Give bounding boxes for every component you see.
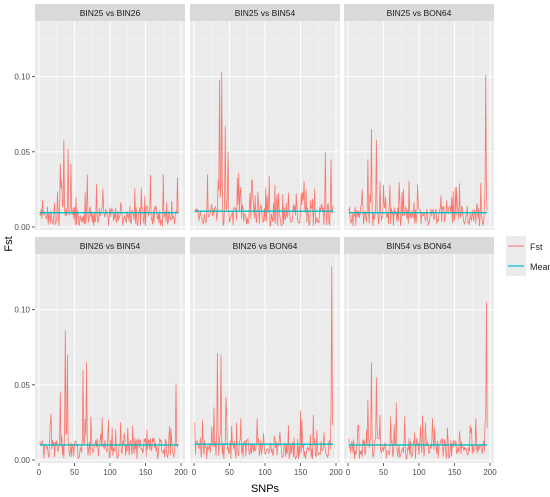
y-axis-title: Fst [3, 236, 15, 251]
axes-layer: 0.000.050.100.000.050.100 50 100 150 200 0 50 1… [14, 73, 497, 477]
x-axis-title: SNPs [251, 483, 280, 495]
facet-panel: BIN54 vs BON64 [344, 237, 494, 463]
x-tick-label: 150 [139, 468, 153, 477]
facet-panel: BIN25 vs BIN54 [190, 4, 340, 230]
legend: Fst Mean [506, 236, 550, 276]
facet-strip-title: BIN26 vs BIN54 [80, 241, 141, 251]
facet-strip-title: BIN25 vs BIN54 [235, 8, 296, 18]
fst-series-line [194, 266, 334, 460]
x-tick-label: 200 [329, 468, 343, 477]
x-tick-label: 150 [294, 468, 308, 477]
panels-layer: BIN25 vs BIN26 BIN25 vs BIN54 BIN25 vs BON… [35, 4, 494, 463]
facet-panel: BIN25 vs BIN26 [35, 4, 185, 230]
fst-series-line [348, 75, 488, 227]
x-tick-label: 200 [483, 468, 497, 477]
facet-panel: BIN26 vs BON64 [190, 237, 340, 463]
legend-label-fst: Fst [530, 242, 543, 252]
y-tick-label: 0.05 [14, 381, 30, 390]
fst-series-line [39, 139, 179, 227]
y-tick-label: 0.10 [14, 73, 30, 82]
facet-panel: BIN26 vs BIN54 [35, 237, 185, 463]
x-tick-label: 50 [225, 468, 234, 477]
facet-strip [190, 4, 340, 21]
facet-strip [344, 4, 494, 21]
facet-strip-title: BIN54 vs BON64 [387, 241, 452, 251]
x-tick-label: 150 [448, 468, 462, 477]
x-tick-label: 0 [192, 468, 197, 477]
x-tick-label: 50 [379, 468, 388, 477]
facet-panel: BIN25 vs BON64 [344, 4, 494, 230]
x-tick-label: 100 [258, 468, 272, 477]
y-tick-label: 0.10 [14, 306, 30, 315]
y-tick-label: 0.00 [14, 223, 30, 232]
facet-strip [35, 237, 185, 254]
facet-strip-title: BIN25 vs BON64 [387, 8, 452, 18]
x-tick-label: 200 [174, 468, 188, 477]
facet-strip [35, 4, 185, 21]
y-tick-label: 0.05 [14, 148, 30, 157]
facet-strip-title: BIN26 vs BON64 [233, 241, 298, 251]
facet-strip [190, 237, 340, 254]
legend-label-mean: Mean [530, 262, 550, 272]
y-tick-label: 0.00 [14, 456, 30, 465]
x-tick-label: 100 [412, 468, 426, 477]
x-tick-label: 0 [37, 468, 42, 477]
facet-strip-title: BIN25 vs BIN26 [80, 8, 141, 18]
x-tick-label: 0 [346, 468, 351, 477]
facet-strip [344, 237, 494, 254]
x-tick-label: 50 [70, 468, 79, 477]
x-tick-label: 100 [103, 468, 117, 477]
fst-series-line [194, 72, 334, 227]
